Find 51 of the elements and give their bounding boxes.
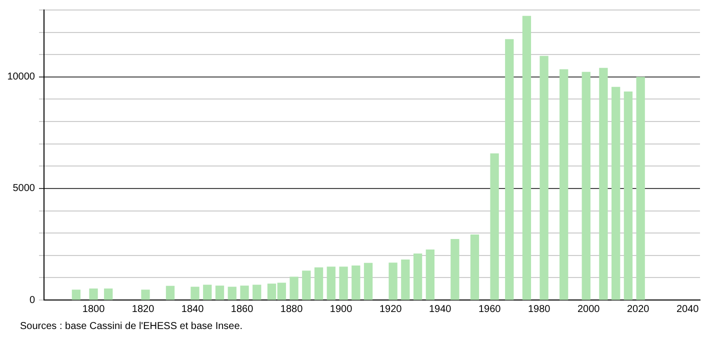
bar bbox=[599, 68, 608, 300]
x-tick-label: 1900 bbox=[330, 304, 353, 315]
bar bbox=[352, 266, 360, 300]
bar bbox=[612, 86, 620, 300]
bar bbox=[540, 56, 548, 300]
x-tick-label: 1960 bbox=[478, 304, 502, 315]
y-tick-label: 10000 bbox=[7, 72, 36, 83]
bar bbox=[141, 290, 150, 300]
bar bbox=[290, 276, 298, 300]
x-tick-label: 1980 bbox=[528, 304, 551, 315]
bar bbox=[190, 286, 200, 300]
x-tick-label: 1920 bbox=[379, 304, 402, 315]
bar bbox=[388, 262, 398, 300]
x-tick-label: 1940 bbox=[428, 304, 452, 315]
bar bbox=[89, 288, 98, 300]
x-tick-label: 1800 bbox=[82, 304, 106, 315]
bar bbox=[624, 92, 633, 300]
x-tick-label: 1880 bbox=[280, 304, 304, 315]
bar bbox=[326, 266, 336, 300]
bar bbox=[636, 76, 645, 300]
bar bbox=[72, 290, 81, 300]
bar bbox=[104, 288, 113, 300]
bar bbox=[339, 266, 348, 300]
y-tick-label: 5000 bbox=[12, 183, 36, 194]
bar bbox=[413, 253, 422, 300]
x-tick-label: 1820 bbox=[132, 304, 155, 315]
x-tick-label: 1840 bbox=[181, 304, 204, 315]
bar bbox=[215, 286, 224, 300]
bar bbox=[450, 238, 460, 300]
bar bbox=[302, 270, 311, 300]
bar bbox=[522, 16, 532, 300]
bar bbox=[490, 153, 499, 300]
bar bbox=[560, 69, 568, 300]
x-tick-label: 2040 bbox=[676, 304, 700, 315]
bar bbox=[505, 39, 514, 300]
bar bbox=[364, 262, 373, 300]
x-tick-label: 1860 bbox=[230, 304, 254, 315]
bar bbox=[203, 284, 212, 300]
source-note: Sources : base Cassini de l'EHESS et base Insee. bbox=[20, 321, 243, 332]
bar bbox=[166, 286, 175, 300]
bar bbox=[314, 267, 324, 300]
bar bbox=[470, 234, 480, 300]
bar bbox=[228, 286, 236, 300]
bar bbox=[401, 260, 410, 300]
bar bbox=[240, 286, 249, 300]
x-tick-label: 2000 bbox=[577, 304, 600, 315]
y-tick-label: 0 bbox=[29, 294, 36, 306]
x-tick-label: 2020 bbox=[626, 304, 650, 315]
bar bbox=[426, 249, 435, 300]
bar bbox=[582, 72, 590, 300]
bar bbox=[252, 284, 262, 300]
